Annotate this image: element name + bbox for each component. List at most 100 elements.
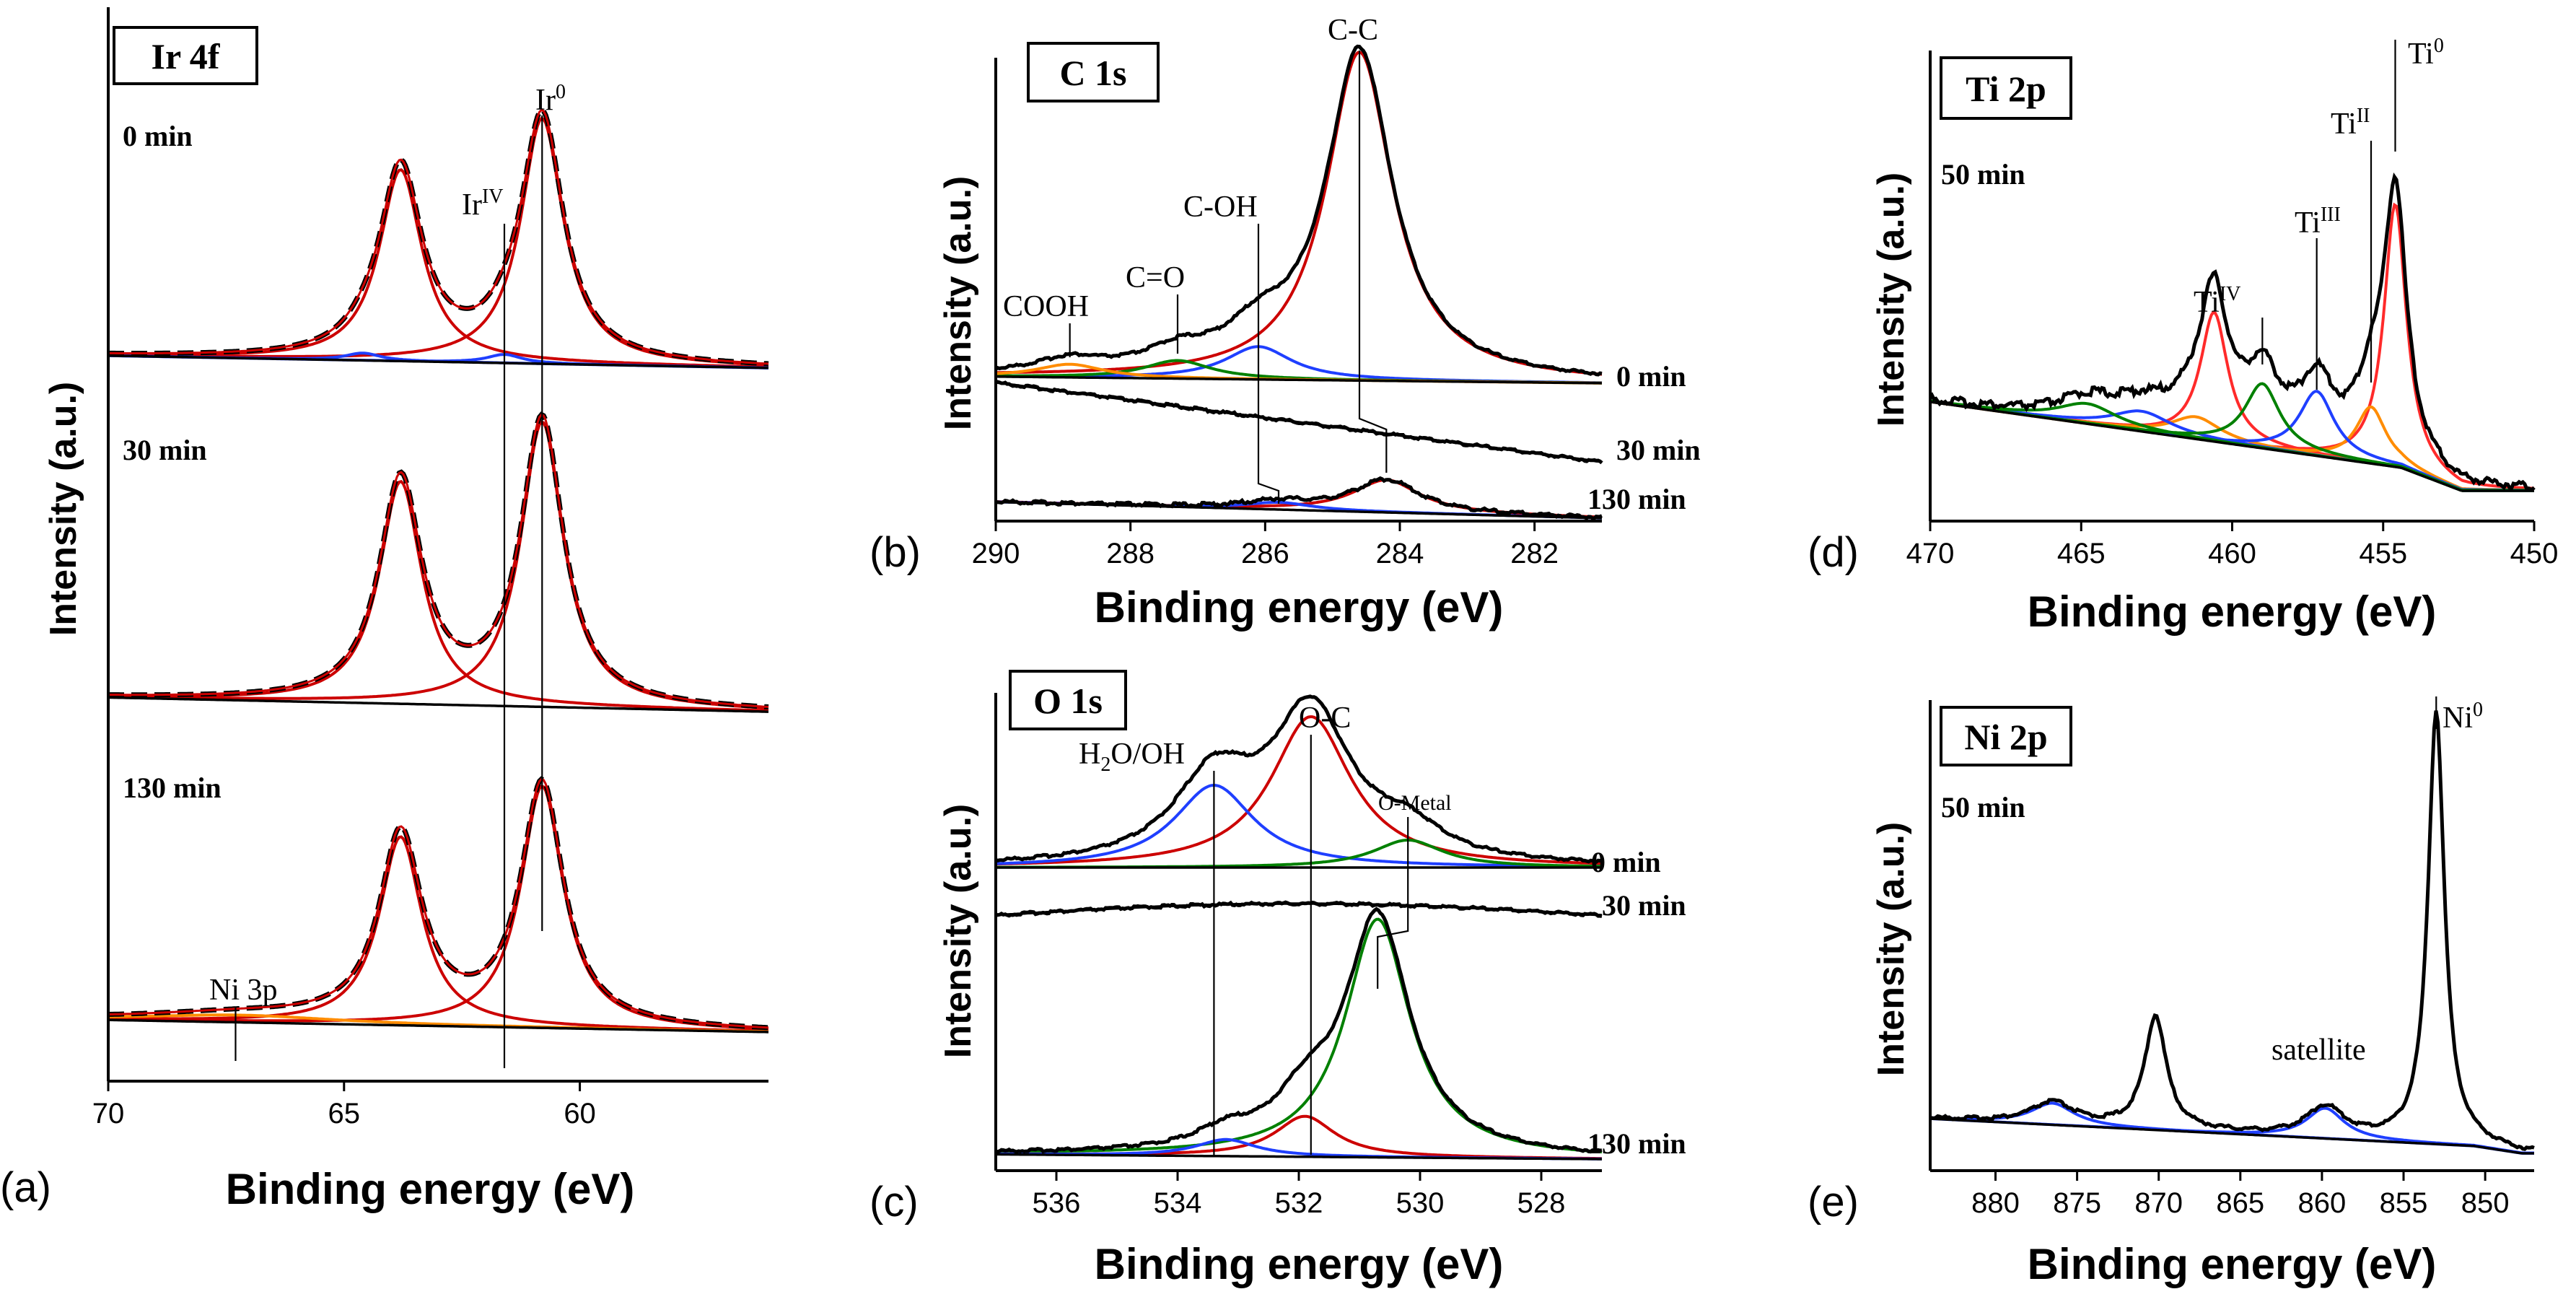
e-label-50min: 50 min	[1941, 791, 2025, 823]
d-y-axis-label: Intensity (a.u.)	[1870, 172, 1912, 427]
e-tick-label: 855	[2380, 1187, 2428, 1219]
panel-d-label: (d)	[1808, 529, 1859, 576]
b-y-axis-label: Intensity (a.u.)	[937, 176, 979, 430]
c-tick-label: 536	[1033, 1187, 1081, 1219]
background-line	[108, 354, 769, 370]
background-line	[108, 1018, 769, 1034]
component-0	[995, 715, 1603, 866]
envelope	[994, 380, 1603, 465]
component-0	[108, 420, 769, 709]
b-tick-label: 284	[1376, 538, 1424, 569]
component-1	[108, 479, 769, 712]
c-tick-label: 532	[1275, 1187, 1323, 1219]
panel-e: 880 875 870 865 860 855 850 Ni 2p 50 min Ni0 s…	[1808, 696, 2535, 1288]
cooh-label: COOH	[1003, 290, 1089, 323]
a-label-0min: 0 min	[123, 120, 193, 152]
e-tick-label: 850	[2461, 1187, 2510, 1219]
ir4f-plot: 70 65 60	[92, 107, 769, 1130]
envelope-fit	[108, 777, 769, 1029]
d-tick-label: 460	[2208, 538, 2256, 569]
ometal-label: O-Metal	[1378, 791, 1452, 815]
b-tick-label: 286	[1241, 538, 1289, 569]
cc-label: C-C	[1328, 14, 1378, 47]
ir0-label: Ir0	[535, 81, 566, 117]
panel-b-label: (b)	[869, 529, 921, 576]
e-tick-label: 870	[2134, 1187, 2183, 1219]
background-line	[1929, 401, 2534, 492]
c-label-0min: 0 min	[1591, 846, 1661, 878]
c1s-plot: 290 288 286 284 282	[972, 44, 1603, 569]
envelope	[995, 906, 1603, 1154]
c-tick-label: 530	[1396, 1187, 1445, 1219]
component-6	[1929, 382, 2534, 492]
envelope	[1928, 172, 2536, 492]
panel-d: 470 465 460 455 450 Ti 2p 50 min Ti0 TiII Ti…	[1808, 35, 2558, 636]
d-tick-label: 470	[1906, 538, 1955, 569]
c-label-130min: 130 min	[1587, 1127, 1686, 1160]
cc-guide	[1358, 51, 1388, 473]
background-line	[996, 375, 1602, 385]
coh-label: C-OH	[1183, 191, 1258, 224]
envelope	[108, 776, 769, 1031]
c-x-axis-label: Binding energy (eV)	[1095, 1240, 1504, 1288]
c-tick-label: 528	[1517, 1187, 1566, 1219]
d-tick-label: 465	[2057, 538, 2106, 569]
c-y-axis-label: Intensity (a.u.)	[937, 804, 979, 1058]
background-line	[996, 1153, 1602, 1161]
tiii-label: TiII	[2331, 105, 2370, 141]
envelope-fit	[108, 108, 769, 365]
background-line	[1929, 1117, 2534, 1155]
b-label-0min: 0 min	[1616, 360, 1686, 393]
b-label-130min: 130 min	[1587, 483, 1686, 515]
panel-b: 290 288 286 284 282 C 1s 0 min 30 min 130 mi…	[869, 14, 1701, 632]
ti2p-title-box	[1940, 56, 2072, 120]
a-tick-label: 70	[92, 1098, 125, 1130]
envelope	[995, 476, 1603, 520]
o1s-plot: 536 534 532 530 528	[995, 694, 1603, 1219]
ni2p-plot: 880 875 870 865 860 855 850	[1929, 696, 2535, 1219]
panel-a: 70 65 60 Ir 4f 0 min 30 min 130 min Ir0 Ir…	[0, 7, 769, 1213]
panel-e-label: (e)	[1808, 1179, 1859, 1226]
envelope	[995, 900, 1603, 919]
component-0	[108, 116, 769, 367]
component-1	[995, 783, 1602, 868]
e-x-axis-label: Binding energy (eV)	[2028, 1240, 2437, 1288]
b-label-30min: 30 min	[1616, 434, 1701, 466]
ir4f-title: Ir 4f	[152, 36, 221, 77]
ti2p-plot: 470 465 460 455 450	[1906, 40, 2559, 569]
ni2p-title: Ni 2p	[1964, 717, 2047, 757]
c-tick-label: 534	[1154, 1187, 1202, 1219]
d-label-50min: 50 min	[1941, 158, 2025, 191]
co-label: C=O	[1126, 261, 1185, 294]
a-x-axis-label: Binding energy (eV)	[226, 1165, 635, 1213]
envelope	[994, 44, 1603, 377]
component-1	[108, 835, 769, 1033]
coh-guide	[1257, 224, 1280, 504]
d-x-axis-label: Binding energy (eV)	[2028, 587, 2437, 636]
a-label-130min: 130 min	[123, 772, 222, 804]
o1s-title-box	[1009, 670, 1127, 730]
envelope	[108, 107, 769, 367]
tiiv-label: TiIV	[2194, 283, 2240, 319]
component-0	[108, 785, 769, 1031]
component-1	[108, 168, 769, 369]
c-label-30min: 30 min	[1602, 889, 1686, 922]
b-x-axis-label: Binding energy (eV)	[1095, 583, 1504, 632]
ni3p-label: Ni 3p	[209, 974, 278, 1007]
b-tick-label: 282	[1510, 538, 1559, 569]
oc-label: O-C	[1299, 702, 1351, 735]
e-tick-label: 865	[2216, 1187, 2264, 1219]
c1s-title-box	[1027, 42, 1160, 102]
ti0-label: Ti0	[2408, 35, 2444, 71]
d-tick-label: 450	[2510, 538, 2559, 569]
b-tick-label: 290	[972, 538, 1020, 569]
a-label-30min: 30 min	[123, 434, 207, 466]
d-tick-label: 455	[2359, 538, 2407, 569]
ni0-label: Ni0	[2443, 699, 2483, 735]
a-y-axis-label: Intensity (a.u.)	[43, 382, 84, 636]
e-tick-label: 875	[2053, 1187, 2101, 1219]
h2o-label: H2O/OH	[1079, 738, 1185, 776]
a-tick-label: 60	[564, 1098, 596, 1130]
envelope-fit	[108, 413, 769, 708]
